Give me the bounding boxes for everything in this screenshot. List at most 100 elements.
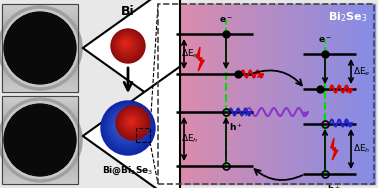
Bar — [259, 4, 261, 184]
Circle shape — [104, 104, 152, 152]
Circle shape — [113, 31, 141, 59]
Bar — [2, 103, 78, 104]
Bar — [2, 110, 78, 111]
Bar — [2, 149, 78, 150]
Bar — [2, 11, 78, 12]
Bar — [306, 4, 309, 184]
Bar — [2, 40, 78, 41]
Bar — [2, 160, 78, 161]
Circle shape — [106, 106, 148, 148]
Bar — [277, 4, 280, 184]
Bar — [321, 4, 323, 184]
Bar — [2, 139, 78, 140]
Bar — [2, 14, 78, 15]
Bar — [2, 42, 78, 43]
Bar — [2, 97, 78, 98]
Bar — [218, 4, 221, 184]
Bar — [2, 30, 78, 31]
Circle shape — [118, 36, 135, 52]
Bar — [286, 4, 288, 184]
Polygon shape — [197, 47, 204, 71]
Bar — [192, 4, 195, 184]
Bar — [2, 79, 78, 80]
Bar — [371, 4, 373, 184]
Circle shape — [121, 110, 144, 134]
Bar — [2, 85, 78, 86]
Circle shape — [114, 114, 138, 138]
Bar — [2, 71, 78, 72]
Bar — [2, 120, 78, 121]
Bar — [316, 4, 319, 184]
Bar — [268, 4, 270, 184]
Bar — [367, 4, 369, 184]
Bar — [2, 29, 78, 30]
Bar — [254, 4, 257, 184]
Bar — [2, 153, 78, 154]
Bar — [174, 4, 176, 184]
Bar — [2, 57, 78, 58]
Bar — [2, 24, 78, 25]
Bar — [324, 4, 326, 184]
Bar — [2, 100, 78, 101]
Bar — [2, 84, 78, 85]
Bar — [2, 13, 78, 14]
Bar — [2, 141, 78, 142]
Bar — [2, 74, 78, 75]
Bar — [2, 176, 78, 177]
Bar — [198, 4, 201, 184]
Circle shape — [4, 104, 76, 176]
Bar — [2, 152, 78, 153]
Polygon shape — [331, 138, 338, 160]
Bar — [240, 4, 243, 184]
Bar — [206, 4, 208, 184]
Circle shape — [116, 116, 134, 134]
Circle shape — [116, 34, 138, 56]
Circle shape — [127, 118, 135, 125]
Bar — [2, 135, 78, 136]
Bar — [2, 109, 78, 110]
Bar — [2, 164, 78, 165]
Bar — [2, 6, 78, 7]
Bar — [167, 4, 169, 184]
Bar — [171, 4, 174, 184]
Bar — [2, 54, 78, 55]
Bar — [178, 4, 181, 184]
Circle shape — [108, 108, 146, 146]
Circle shape — [122, 40, 130, 48]
Bar — [263, 4, 266, 184]
Circle shape — [110, 110, 143, 142]
Bar — [2, 45, 78, 46]
Bar — [2, 157, 78, 158]
Bar — [181, 4, 183, 184]
Bar — [2, 36, 78, 37]
Bar — [276, 4, 279, 184]
Bar — [2, 56, 78, 57]
Bar — [296, 4, 299, 184]
Circle shape — [121, 121, 129, 129]
Bar — [2, 147, 78, 148]
Bar — [2, 151, 78, 152]
Bar — [270, 4, 273, 184]
Bar — [2, 104, 78, 105]
Bar — [288, 4, 290, 184]
Bar — [305, 4, 307, 184]
Bar — [2, 7, 78, 8]
Bar — [2, 134, 78, 135]
Bar — [2, 145, 78, 146]
Bar — [361, 4, 364, 184]
Bar — [344, 4, 346, 184]
Bar — [175, 4, 178, 184]
Bar — [184, 4, 186, 184]
Bar — [236, 4, 238, 184]
Text: ΔE$_h$: ΔE$_h$ — [353, 143, 370, 155]
Bar — [2, 174, 78, 175]
Bar — [2, 126, 78, 127]
Bar — [341, 4, 343, 184]
Bar — [2, 21, 78, 22]
Circle shape — [124, 114, 140, 130]
Circle shape — [112, 30, 144, 62]
Bar — [223, 4, 225, 184]
Bar — [260, 4, 263, 184]
Circle shape — [116, 106, 150, 140]
Bar — [2, 52, 78, 53]
